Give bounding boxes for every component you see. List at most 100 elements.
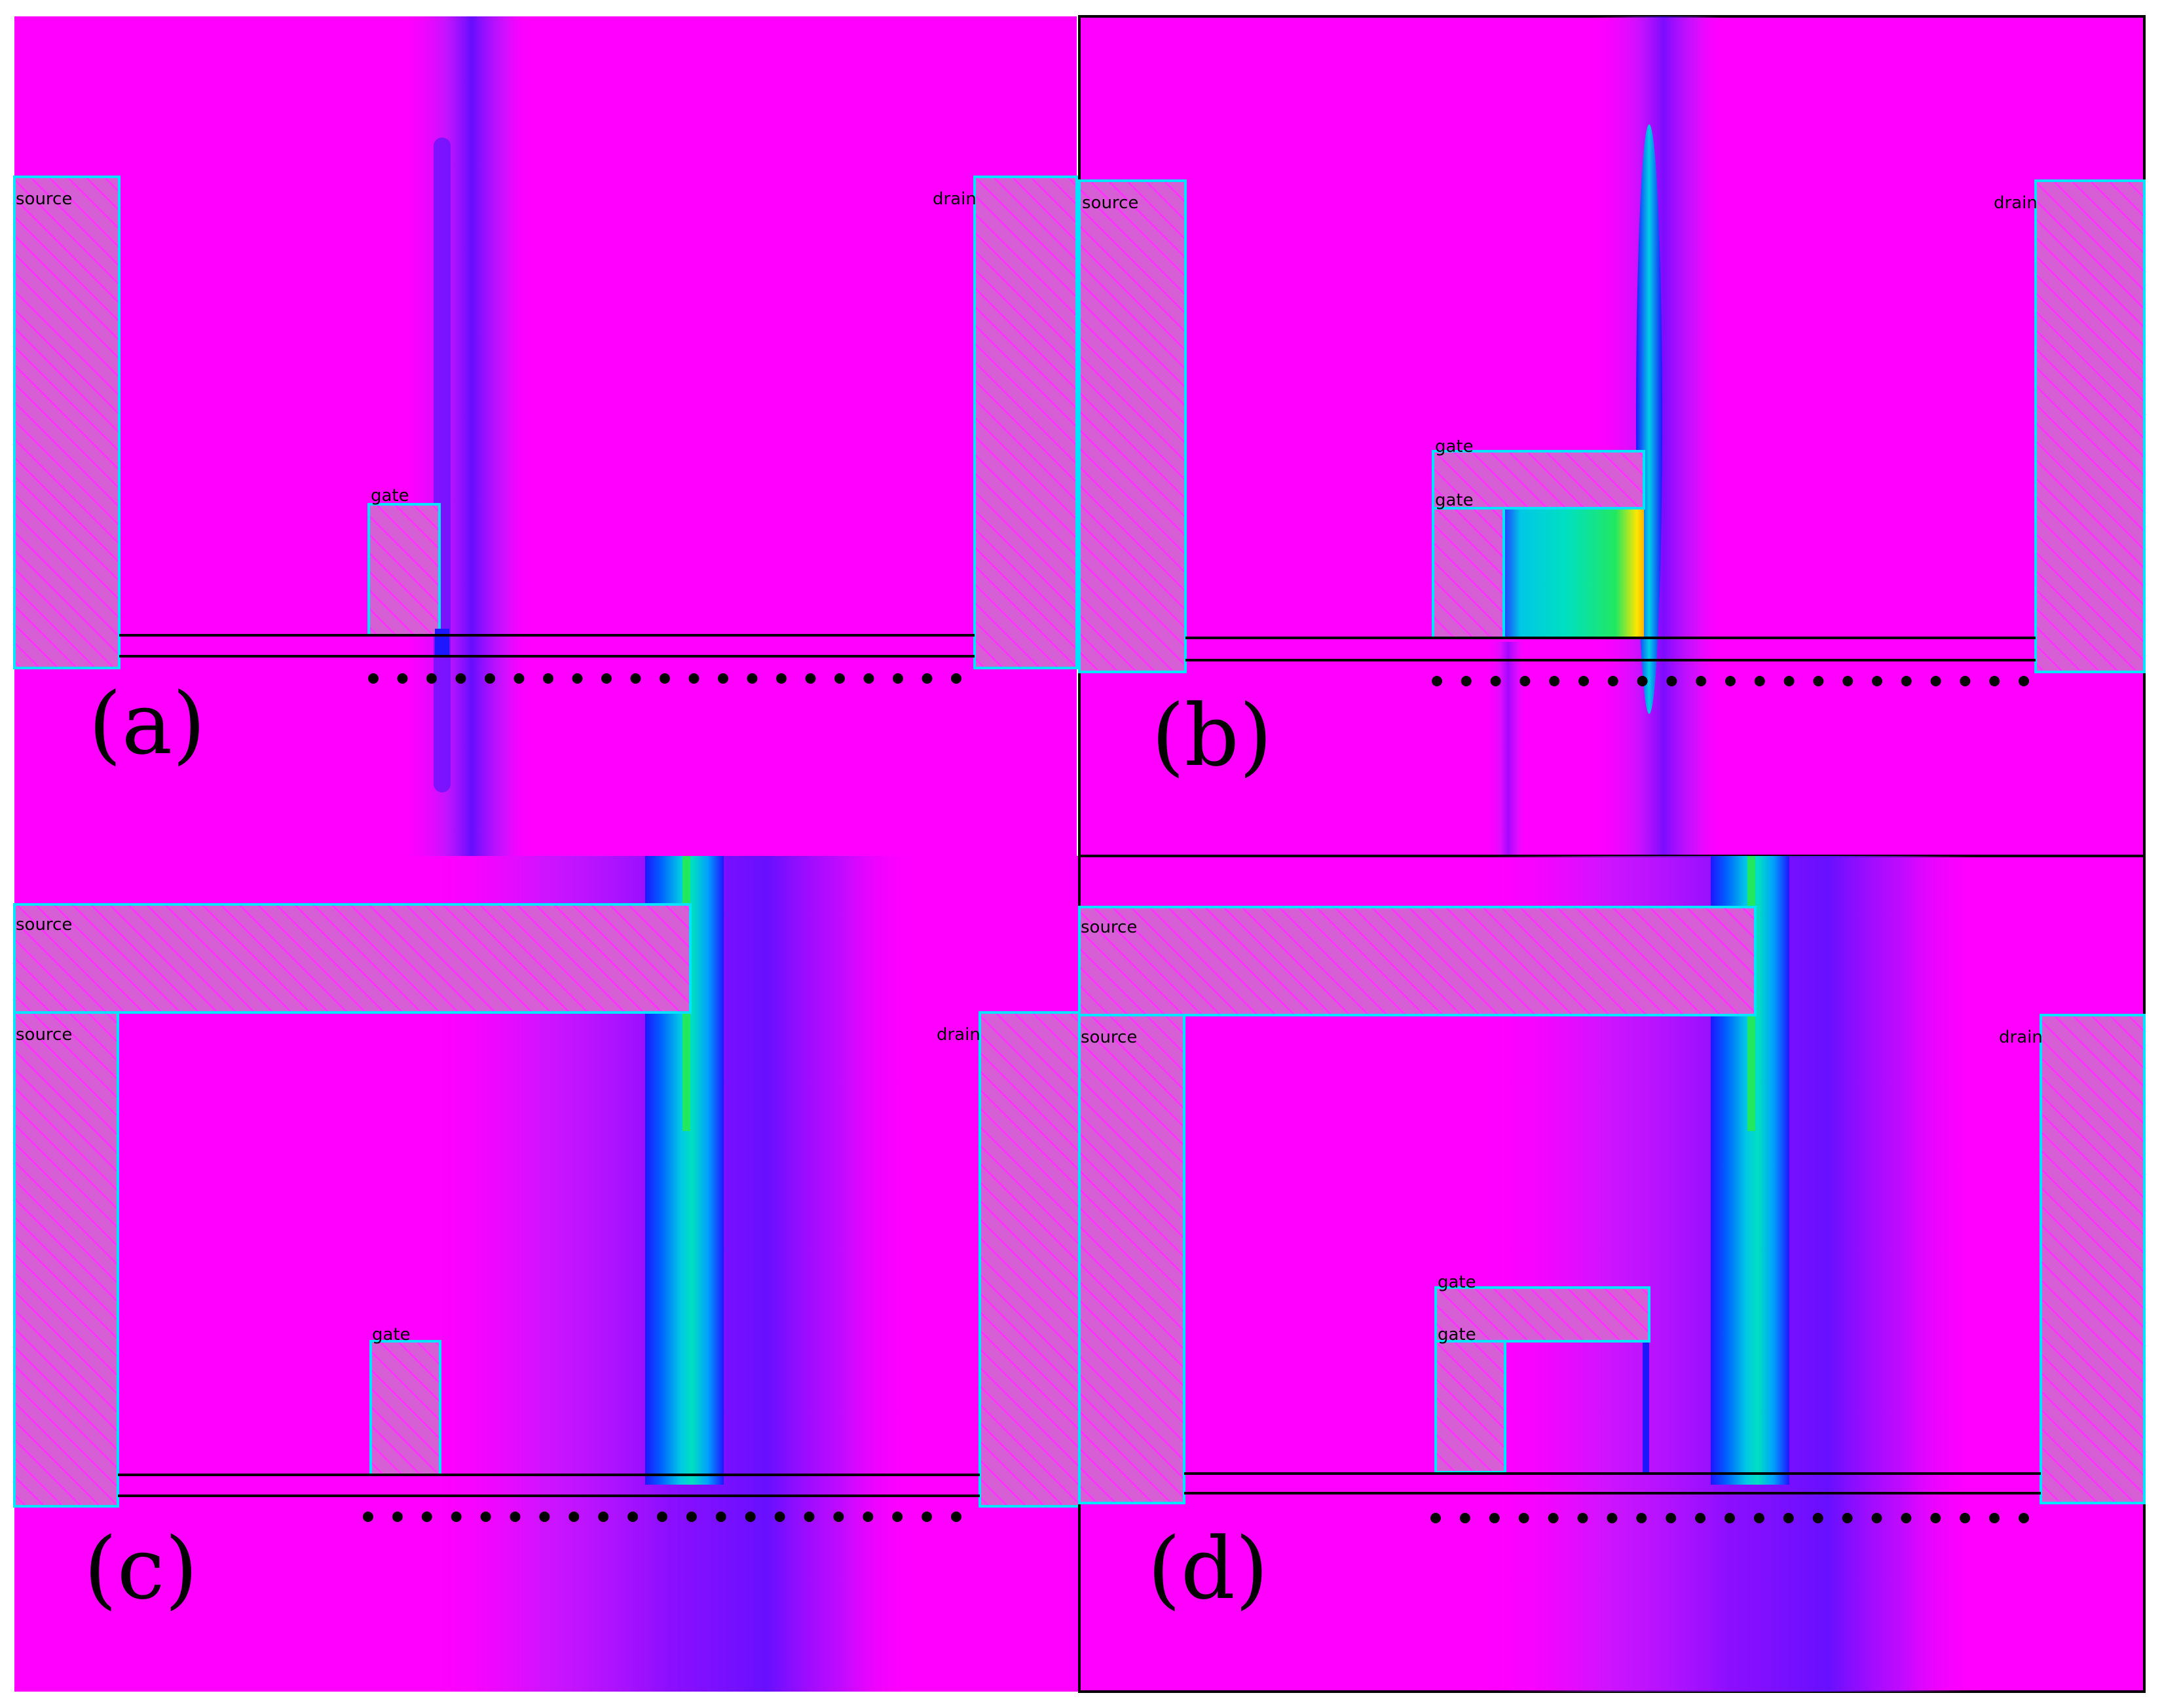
marker-dot [539, 1512, 550, 1522]
panel-c-source-electrode [13, 1011, 119, 1508]
marker-dot [1930, 676, 1941, 686]
panel-a-gate-electrode [367, 503, 441, 637]
marker-dot [455, 673, 466, 684]
marker-dot [368, 673, 379, 684]
marker-dot [922, 673, 933, 684]
marker-dot [1783, 676, 1795, 686]
panel-b-source-label: source [1082, 193, 1138, 213]
marker-dot [951, 1512, 961, 1522]
marker-dot [1607, 1513, 1618, 1523]
panel-a-gate-edge-hotspot [435, 629, 449, 658]
marker-dot [1636, 1513, 1647, 1523]
marker-dot [1519, 676, 1531, 686]
panel-d-drain-electrode [2040, 1014, 2146, 1504]
panel-b-gate-top-electrode [1432, 450, 1645, 510]
marker-dot [568, 1512, 580, 1522]
marker-dot [776, 673, 787, 684]
marker-dot [1754, 676, 1765, 686]
panel-a-background [14, 16, 1077, 856]
panel-b-label: (b) [1151, 686, 1273, 785]
panel-a-label: (a) [88, 674, 206, 773]
marker-dot [688, 673, 699, 684]
marker-dot [510, 1512, 521, 1522]
marker-dot [627, 1512, 639, 1522]
panel-a: source drain gate (a) [13, 16, 1078, 856]
panel-d-gate-top-electrode [1434, 1286, 1650, 1343]
marker-dot [657, 1512, 667, 1522]
panel-c-label: (c) [84, 1519, 198, 1618]
panel-d-source-electrode [1078, 1014, 1185, 1504]
marker-dot [686, 1512, 697, 1522]
panel-d-gate-label: gate [1438, 1325, 1476, 1345]
marker-dot [892, 1512, 903, 1522]
marker-dot [1578, 676, 1589, 686]
marker-dot [1725, 676, 1736, 686]
panel-b-gate-top-label: gate [1435, 437, 1474, 456]
marker-dot [805, 673, 816, 684]
marker-dot [601, 673, 612, 684]
marker-dot [863, 1512, 874, 1522]
panel-c: source source drain gate (c) [13, 856, 1081, 1692]
marker-dot [863, 673, 874, 684]
marker-dot [1666, 1513, 1677, 1523]
marker-dot [543, 673, 553, 684]
marker-dot [660, 673, 670, 684]
panel-a-source-label: source [16, 189, 72, 209]
marker-dot [1695, 1513, 1706, 1523]
marker-dot [1871, 1513, 1882, 1523]
marker-dot [1753, 1513, 1764, 1523]
marker-dot [1930, 1513, 1941, 1523]
marker-dot [804, 1512, 815, 1522]
panel-a-drain-label: drain [933, 189, 977, 209]
marker-dot [630, 673, 641, 684]
marker-dot [1901, 676, 1912, 686]
marker-dot [747, 673, 758, 684]
panel-c-source-top-electrode [13, 903, 692, 1014]
panel-d-source-top-electrode [1078, 906, 1757, 1016]
marker-dot [1548, 1513, 1559, 1523]
marker-dot [1430, 1513, 1441, 1523]
panel-a-source-electrode [13, 176, 121, 669]
marker-dot [715, 1512, 726, 1522]
marker-dot [421, 1512, 432, 1522]
marker-dot [513, 673, 525, 684]
marker-dot [1549, 676, 1560, 686]
marker-dot [833, 1512, 844, 1522]
panel-d-field-thin-line [1643, 1341, 1649, 1472]
panel-c-drain-label: drain [937, 1025, 980, 1045]
panel-d-gate-electrode [1434, 1340, 1506, 1474]
panel-d-marker-row [1430, 1513, 2029, 1523]
marker-dot [572, 673, 583, 684]
panel-a-drain-electrode [973, 176, 1078, 669]
marker-dot [598, 1512, 609, 1522]
marker-dot [745, 1512, 756, 1522]
marker-dot [1432, 676, 1442, 686]
marker-dot [485, 673, 495, 684]
panel-a-field-band [400, 16, 531, 856]
marker-dot [1842, 1513, 1853, 1523]
panel-c-source-top-label: source [16, 915, 72, 935]
marker-dot [1989, 676, 2000, 686]
marker-dot [1490, 676, 1501, 686]
panel-c-marker-row [363, 1512, 961, 1522]
marker-dot [1577, 1513, 1588, 1523]
marker-dot [1813, 676, 1824, 686]
panel-b-source-electrode [1078, 179, 1187, 673]
panel-b: source drain gate gate (b) [1078, 15, 2146, 857]
marker-dot [1812, 1513, 1823, 1523]
marker-dot [1518, 1513, 1529, 1523]
panel-a-field-core [434, 138, 451, 792]
marker-dot [774, 1512, 785, 1522]
panel-d-source-label: source [1081, 1028, 1137, 1047]
marker-dot [1872, 676, 1882, 686]
marker-dot [1783, 1513, 1794, 1523]
marker-dot [397, 673, 408, 684]
marker-dot [1459, 1513, 1470, 1523]
panel-a-marker-row [368, 673, 961, 684]
marker-dot [1960, 1513, 1971, 1523]
marker-dot [1696, 676, 1707, 686]
panel-b-gate-label: gate [1435, 491, 1474, 510]
marker-dot [922, 1512, 933, 1522]
panel-c-gate-label: gate [372, 1325, 411, 1345]
